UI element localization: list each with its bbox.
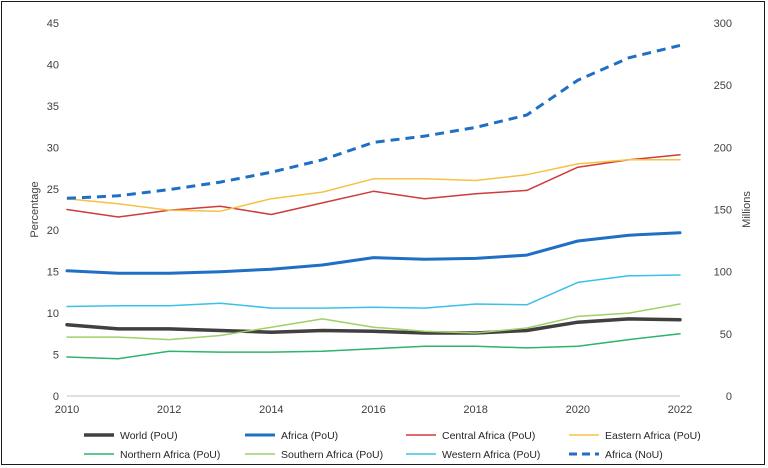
legend-label: World (PoU) [120,430,178,442]
legend: World (PoU) Africa (PoU) Central Africa (P… [84,430,701,461]
legend-label: Central Africa (PoU) [442,430,535,442]
x-tick-label: 2012 [157,404,181,416]
x-tick-label: 2018 [463,404,487,416]
y-tick-label: 45 [47,18,59,30]
y2-tick-label: 200 [714,142,732,154]
series-line [66,333,681,360]
legend-label: Africa (NoU) [605,449,663,461]
legend-label: Western Africa (PoU) [442,449,540,461]
y2-axis-title: Millions [741,191,753,228]
axes: 0 5 10 15 20 25 30 35 40 45 0 50 100 150 200 250 300 2010… [29,18,753,416]
y-tick-label: 10 [47,308,59,320]
series-line [66,154,681,218]
y2-tick-label: 0 [726,391,732,403]
legend-label: Northern Africa (PoU) [120,449,220,461]
y-tick-label: 35 [47,101,59,113]
series-line [65,317,682,335]
series-lines [65,43,682,360]
series-line [66,43,681,200]
y-tick-label: 20 [47,225,59,237]
series-line [65,231,682,275]
y-tick-label: 25 [47,184,59,196]
series-line [66,159,681,212]
y-tick-label: 5 [53,350,59,362]
y-tick-label: 40 [47,59,59,71]
y-axis-title: Percentage [29,181,41,237]
legend-label: Africa (PoU) [281,430,338,442]
legend-label: Southern Africa (PoU) [281,449,383,461]
y2-tick-label: 50 [720,329,732,341]
y-tick-label: 30 [47,142,59,154]
x-tick-label: 2014 [259,404,283,416]
y-tick-label: 0 [53,391,59,403]
y2-tick-label: 300 [714,18,732,30]
series-line [66,274,681,309]
x-tick-label: 2022 [668,404,692,416]
y2-tick-label: 250 [714,80,732,92]
x-tick-label: 2020 [566,404,590,416]
series-line [66,303,681,341]
legend-label: Eastern Africa (PoU) [605,430,701,442]
x-tick-label: 2010 [55,404,79,416]
y-tick-label: 15 [47,267,59,279]
y2-tick-label: 100 [714,267,732,279]
x-tick-label: 2016 [361,404,385,416]
y2-tick-label: 150 [714,205,732,217]
